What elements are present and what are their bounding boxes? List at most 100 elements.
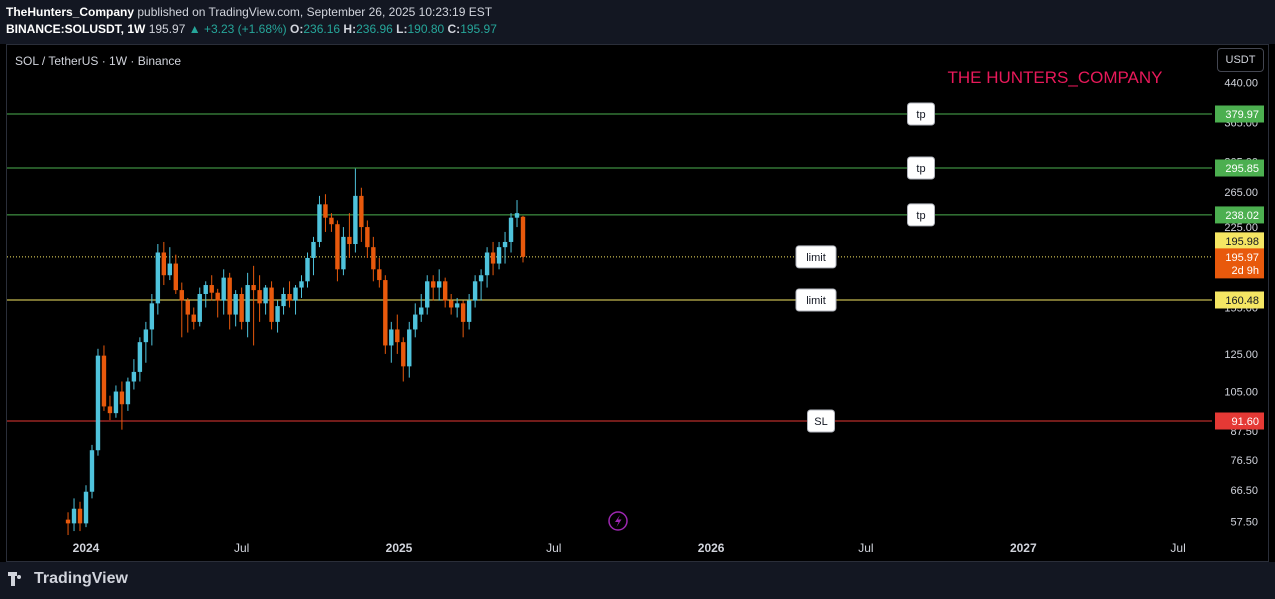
price-tick-label: 66.50 <box>1230 485 1258 497</box>
price-tick-label: 265.00 <box>1224 187 1258 199</box>
candle-body <box>514 213 520 218</box>
symbol-info: BINANCE:SOLUSDT, 1W 195.97 ▲ +3.23 (+1.6… <box>6 22 497 36</box>
level-tag-label: limit <box>806 252 826 264</box>
level-tag-label: tp <box>916 163 925 175</box>
candle-body <box>436 281 442 288</box>
chart-frame[interactable] <box>6 44 1269 562</box>
price-tick-label: 440.00 <box>1224 77 1258 89</box>
candle-body <box>167 263 173 276</box>
candle-body <box>83 491 89 524</box>
candle-body <box>257 290 262 304</box>
candle-body <box>155 252 161 304</box>
level-tag-label: tp <box>916 109 925 121</box>
price-tag-label: 238.02 <box>1225 210 1259 222</box>
symbol-name[interactable]: BINANCE:SOLUSDT, 1W <box>6 22 146 36</box>
candle-body <box>341 236 346 270</box>
tradingview-logo[interactable]: TradingView <box>8 570 128 588</box>
candle-body <box>359 195 364 228</box>
ohlc-high-label: H: <box>343 22 357 36</box>
candle-body <box>119 391 125 405</box>
time-tick-label: 2026 <box>698 541 725 555</box>
price-tag-label: 195.98 <box>1225 236 1259 248</box>
candle-body <box>233 294 238 315</box>
chart-header: TheHunters_Company published on TradingV… <box>0 0 1275 44</box>
candle-body <box>413 314 418 330</box>
price-chart[interactable]: SOL / TetherUS · 1W · Binance THE HUNTER… <box>0 0 1275 562</box>
ohlc-low: 190.80 <box>407 22 445 36</box>
candle-body <box>419 307 424 315</box>
candle-body <box>442 281 448 301</box>
candle-body <box>389 329 394 346</box>
candle-body <box>197 294 202 322</box>
candle-body <box>269 287 274 322</box>
price-tag-label: 160.48 <box>1225 295 1259 307</box>
candle-body <box>329 217 334 225</box>
currency-button[interactable]: USDT <box>1217 48 1264 72</box>
candle-body <box>143 329 149 343</box>
price-change: ▲ +3.23 (+1.68%) <box>188 22 287 36</box>
price-tick-label: 125.00 <box>1224 349 1258 361</box>
candle-body <box>209 285 214 293</box>
candles <box>65 168 526 536</box>
price-tag-box <box>1215 291 1264 309</box>
candle-body <box>65 519 71 524</box>
lightning-icon[interactable] <box>608 511 628 531</box>
level-tag-box <box>807 409 835 433</box>
time-axis[interactable]: 2024 Jul 2025 Jul 2026 Jul 2027 Jul <box>73 541 1186 555</box>
candle-body <box>107 406 113 414</box>
level-tag-box <box>795 245 837 269</box>
time-tick-label: 2025 <box>386 541 413 555</box>
time-tick-label: 2024 <box>73 541 100 555</box>
candle-body <box>472 281 478 301</box>
price-tag-countdown: 2d 9h <box>1231 265 1259 277</box>
level-lines <box>7 113 1212 422</box>
author-name[interactable]: TheHunters_Company <box>6 5 135 19</box>
level-tags: tp tp tp limit limit SL <box>795 102 935 433</box>
price-tick-label: 76.50 <box>1230 455 1258 467</box>
time-tick-label: Jul <box>1170 541 1185 555</box>
price-tag-box <box>1215 206 1264 224</box>
level-tag-box <box>907 156 935 180</box>
candle-body <box>466 300 472 322</box>
publish-date: published on TradingView.com, September … <box>137 5 493 19</box>
candle-body <box>161 252 167 276</box>
candle-body <box>239 294 244 322</box>
candle-body <box>149 303 155 330</box>
price-tick-label: 225.00 <box>1224 222 1258 234</box>
candle-body <box>173 263 178 291</box>
ohlc-close: 195.97 <box>460 22 497 36</box>
candle-body <box>395 329 400 343</box>
candle-body <box>185 300 190 315</box>
price-tag-box <box>1215 159 1264 177</box>
level-tag-box <box>907 203 935 227</box>
publish-info: TheHunters_Company published on TradingV… <box>6 5 492 19</box>
candle-body <box>520 216 526 257</box>
ohlc-close-label: C: <box>447 22 461 36</box>
price-tag-label: 379.97 <box>1225 109 1259 121</box>
chart-legend-title: SOL / TetherUS · 1W · Binance <box>15 54 181 68</box>
candle-body <box>125 381 131 405</box>
price-tag-box <box>1215 105 1264 123</box>
candle-body <box>203 285 208 295</box>
candle-body <box>407 329 412 367</box>
price-change-value: +3.23 (+1.68%) <box>203 22 287 36</box>
candle-body <box>131 371 137 382</box>
level-tag-label: limit <box>806 295 826 307</box>
price-tag-label: 295.85 <box>1225 163 1259 175</box>
candle-body <box>383 280 388 346</box>
candle-body <box>275 306 280 322</box>
candle-body <box>221 277 226 301</box>
time-tick-label: Jul <box>858 541 873 555</box>
candle-body <box>365 227 370 248</box>
ohlc-low-label: L: <box>396 22 408 36</box>
candle-body <box>496 247 502 264</box>
candle-body <box>215 292 220 301</box>
candle-body <box>251 285 256 291</box>
candle-body <box>377 269 382 281</box>
tradingview-logo-icon <box>8 572 28 586</box>
price-tag-label: 91.60 <box>1231 416 1259 428</box>
candle-body <box>263 287 268 304</box>
candle-body <box>227 277 232 315</box>
tradingview-brand: TradingView <box>34 570 128 587</box>
